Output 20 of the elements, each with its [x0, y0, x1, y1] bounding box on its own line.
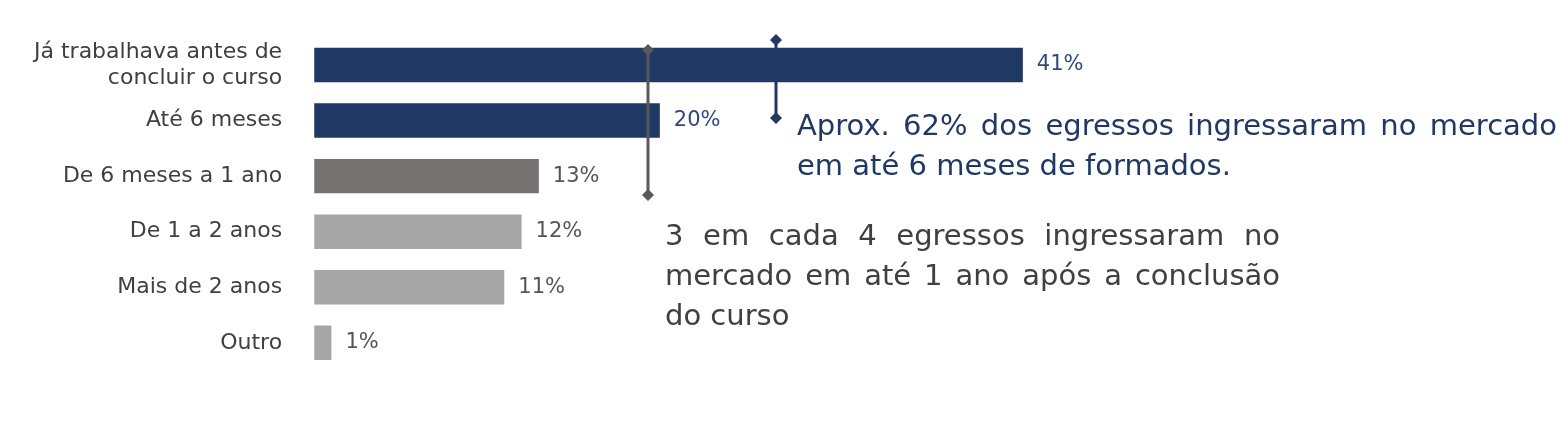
- bar: [314, 47, 1023, 83]
- data-label: 12%: [535, 218, 583, 243]
- data-label: 20%: [673, 107, 721, 131]
- bar: [314, 158, 539, 194]
- y-tick-label: Até 6 meses: [145, 106, 283, 132]
- data-label: 41%: [1036, 51, 1084, 76]
- data-label: 13%: [552, 162, 600, 187]
- y-tick-label: Já trabalhava antes de concluir o curso: [31, 37, 283, 89]
- bar: [314, 103, 660, 138]
- y-tick-label: Outro: [220, 328, 283, 354]
- data-label: 11%: [518, 273, 565, 298]
- bar: [314, 214, 522, 249]
- data-label: 1%: [345, 329, 379, 354]
- bar: [314, 270, 505, 305]
- y-tick-label: De 1 a 2 anos: [129, 217, 283, 243]
- bar: [314, 325, 332, 361]
- y-tick-label: De 6 meses a 1 ano: [62, 161, 283, 187]
- annotation: Aprox. 62% dos egressos ingressaram no mercado em até 6 meses de formados.: [797, 107, 1557, 184]
- annotation: 3 em cada 4 egressos ingressaram no mercado em até 1 ano após a conclusão do curso: [665, 217, 1280, 334]
- y-tick-label: Mais de 2 anos: [117, 272, 283, 298]
